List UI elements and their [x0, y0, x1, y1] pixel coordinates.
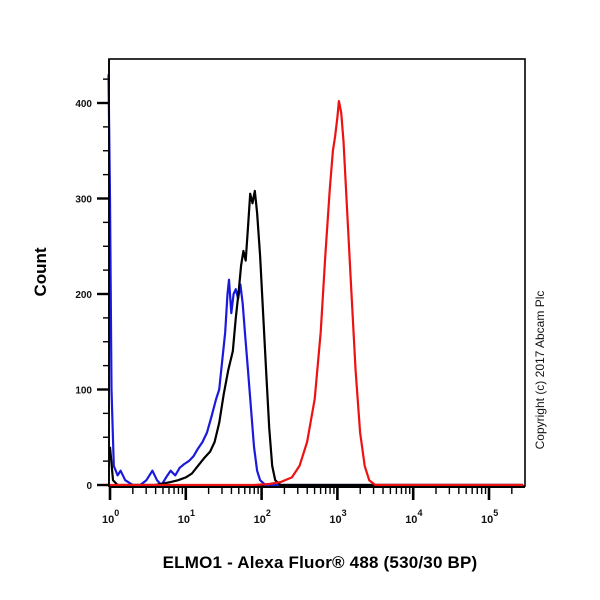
copyright-annotation: Copyright (c) 2017 Abcam Plc: [533, 290, 547, 450]
x-tick-label: 102: [254, 508, 271, 526]
y-tick-label: 400: [75, 99, 92, 110]
series-layer: [106, 74, 524, 487]
x-axis-label: ELMO1 - Alexa Fluor® 488 (530/30 BP): [162, 553, 478, 572]
x-tick-label: 100: [102, 508, 119, 526]
x-tick-label: 101: [178, 508, 195, 526]
y-axis: 0 100 200 300 400: [75, 59, 110, 492]
series-line-1: [108, 189, 524, 487]
y-axis-label: Count: [31, 247, 50, 297]
series-line-2: [106, 99, 524, 487]
x-tick-label: 103: [329, 508, 346, 526]
plot-frame: [108, 58, 526, 487]
x-tick-label: 105: [481, 508, 498, 526]
y-tick-label: 0: [86, 481, 92, 492]
y-tick-label: 100: [75, 386, 92, 397]
y-tick-label: 300: [75, 195, 92, 206]
y-tick-label: 200: [75, 290, 92, 301]
x-axis: 100 101 102 103 104 105: [102, 486, 525, 526]
x-tick-label: 104: [405, 508, 422, 526]
